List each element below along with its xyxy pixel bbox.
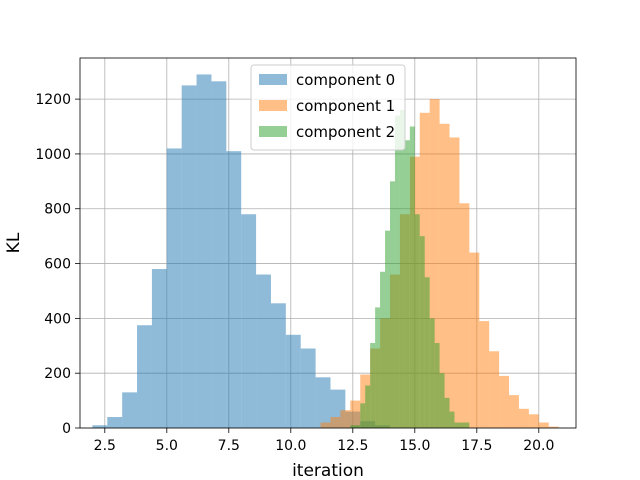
histogram-bar xyxy=(538,422,549,428)
x-tick-label: 12.5 xyxy=(337,438,368,454)
histogram-bar xyxy=(489,351,500,428)
histogram-bar xyxy=(528,414,539,428)
legend-label: component 2 xyxy=(296,123,395,141)
legend-swatch xyxy=(259,100,287,111)
y-tick-label: 600 xyxy=(44,257,71,273)
histogram-bar xyxy=(181,85,197,428)
x-tick-label: 10.0 xyxy=(275,438,306,454)
histogram-bar xyxy=(122,392,138,428)
histogram-bar xyxy=(330,417,341,428)
histogram-bar xyxy=(390,181,395,428)
plot-frame xyxy=(79,57,577,429)
histogram-bar xyxy=(270,303,286,428)
histogram-bar xyxy=(414,214,420,428)
y-tick-label: 1000 xyxy=(35,147,71,163)
x-tick-label: 7.5 xyxy=(218,438,240,454)
histogram-bar xyxy=(375,307,381,428)
histogram-bar xyxy=(454,422,470,428)
legend: component 0 component 1 component 2 xyxy=(250,64,406,151)
y-tick-label: 1200 xyxy=(35,92,71,108)
histogram-bar xyxy=(241,214,257,428)
x-tick-label: 2.5 xyxy=(94,438,116,454)
legend-swatch xyxy=(259,74,287,85)
legend-box xyxy=(250,64,406,151)
histogram-bar xyxy=(340,410,351,428)
x-tick-label: 15.0 xyxy=(399,438,430,454)
histogram-bars xyxy=(92,74,559,429)
histogram-bar xyxy=(92,425,108,428)
histogram-bar xyxy=(315,377,331,428)
histogram-bar xyxy=(444,397,450,428)
histogram-bar xyxy=(429,99,440,428)
x-tick-label: 17.5 xyxy=(461,438,492,454)
histogram-bar xyxy=(300,348,316,428)
histogram-bar xyxy=(509,395,519,428)
legend-swatch xyxy=(259,126,287,137)
histogram-bar xyxy=(439,373,445,428)
histogram-bar xyxy=(385,230,390,428)
series-0-bars xyxy=(92,74,390,428)
histogram-bar xyxy=(439,123,450,429)
histogram-bar xyxy=(459,203,470,428)
y-tick-label: 800 xyxy=(44,202,71,218)
y-tick-label: 400 xyxy=(44,311,71,327)
histogram-bar xyxy=(256,274,271,428)
histogram-bar xyxy=(137,325,152,428)
x-tick-label: 20.0 xyxy=(523,438,554,454)
histogram-bar xyxy=(365,385,371,428)
histogram-bar xyxy=(469,252,480,428)
histogram-bar xyxy=(285,334,301,428)
histogram-bar xyxy=(429,318,435,428)
histogram-bar xyxy=(350,400,361,428)
histogram-bar xyxy=(449,411,455,428)
histogram-bar xyxy=(196,74,212,428)
legend-label: component 0 xyxy=(296,71,395,89)
histogram-bar xyxy=(320,422,331,428)
histogram-bar xyxy=(399,110,405,429)
histogram-bar xyxy=(499,375,510,428)
x-axis-label: iteration xyxy=(292,461,364,480)
histogram-bar xyxy=(449,137,460,428)
histogram-bar xyxy=(151,269,167,428)
histogram-bar xyxy=(404,140,410,428)
histogram-bar xyxy=(166,148,182,428)
histogram-bar xyxy=(350,425,361,428)
series-2-bars xyxy=(350,110,470,429)
histogram-bar xyxy=(360,403,366,428)
y-axis-label: KL xyxy=(4,232,24,253)
histogram-bar xyxy=(424,277,430,428)
legend-label: component 1 xyxy=(296,97,395,115)
histogram-bar xyxy=(419,236,425,428)
histogram-bar xyxy=(370,343,376,428)
histogram-bar xyxy=(409,126,415,428)
histogram-bar xyxy=(419,112,430,428)
histogram-bar xyxy=(380,271,386,428)
histogram-bar xyxy=(518,408,529,428)
histogram-bar xyxy=(548,426,559,428)
histogram-bar xyxy=(226,151,242,428)
y-tick-label: 200 xyxy=(44,366,71,382)
histogram-bar xyxy=(479,321,490,428)
histogram-bar xyxy=(394,115,400,429)
x-tick-label: 5.0 xyxy=(156,438,178,454)
histogram-bar xyxy=(211,81,227,428)
axis-ticks: 2.5 5.0 7.5 10.0 12.5 15.0 17.5 20.0 0 200 400 600 8… xyxy=(35,92,554,454)
histogram-bar xyxy=(107,417,123,428)
histogram-bar xyxy=(434,343,440,428)
y-tick-label: 0 xyxy=(62,421,71,437)
